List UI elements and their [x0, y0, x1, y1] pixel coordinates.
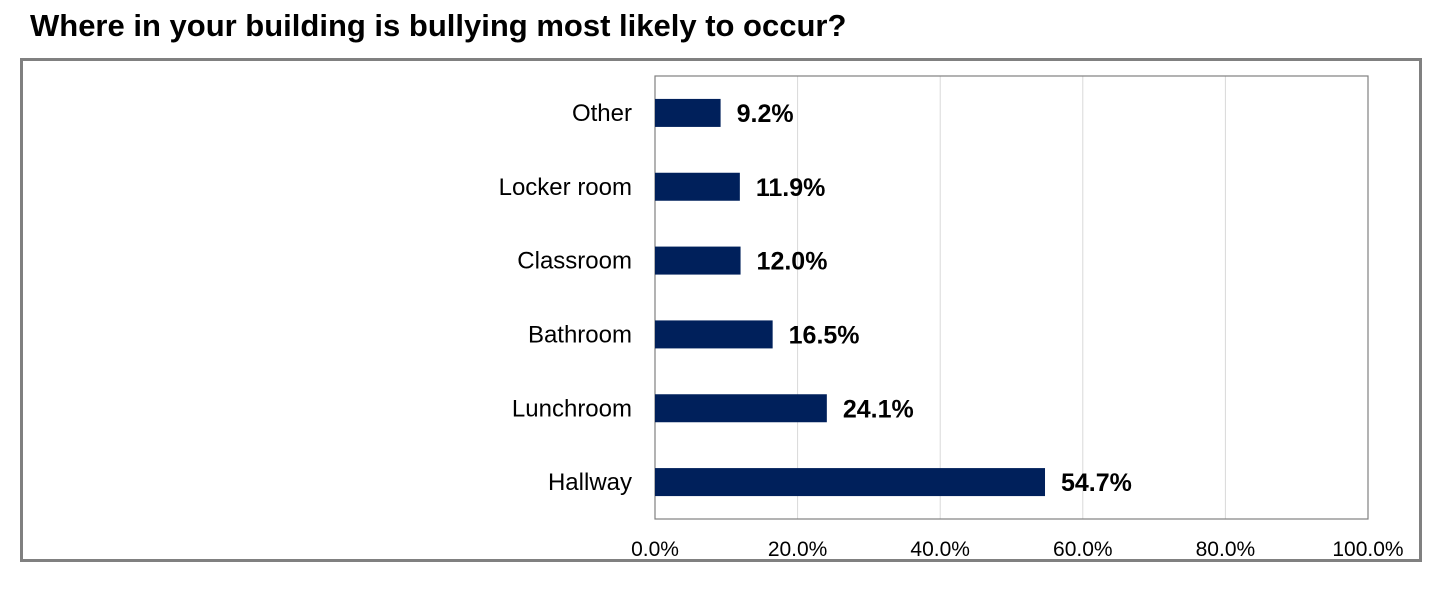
- x-tick-label: 100.0%: [1332, 538, 1403, 561]
- category-label: Hallway: [548, 469, 632, 496]
- data-label: 12.0%: [757, 248, 828, 276]
- category-label: Classroom: [517, 248, 632, 275]
- bar: [655, 394, 827, 423]
- bar: [655, 98, 721, 127]
- x-tick-label: 0.0%: [631, 538, 679, 561]
- category-label: Locker room: [499, 174, 632, 201]
- bar: [655, 172, 740, 201]
- data-label: 11.9%: [756, 174, 826, 202]
- data-label: 54.7%: [1061, 469, 1132, 497]
- category-label: Bathroom: [528, 321, 632, 348]
- category-label: Other: [572, 100, 632, 127]
- plot-area-border: [654, 75, 1369, 520]
- bar: [655, 246, 741, 275]
- data-label: 16.5%: [789, 321, 860, 349]
- bar: [655, 468, 1046, 497]
- data-label: 24.1%: [843, 395, 914, 423]
- category-label: Lunchroom: [512, 395, 632, 422]
- bar: [655, 320, 773, 349]
- x-tick-label: 40.0%: [910, 538, 970, 561]
- chart-title: Where in your building is bullying most …: [30, 8, 847, 43]
- x-tick-label: 80.0%: [1196, 538, 1256, 561]
- x-tick-label: 60.0%: [1053, 538, 1113, 561]
- data-label: 9.2%: [737, 100, 794, 128]
- x-tick-label: 20.0%: [768, 538, 828, 561]
